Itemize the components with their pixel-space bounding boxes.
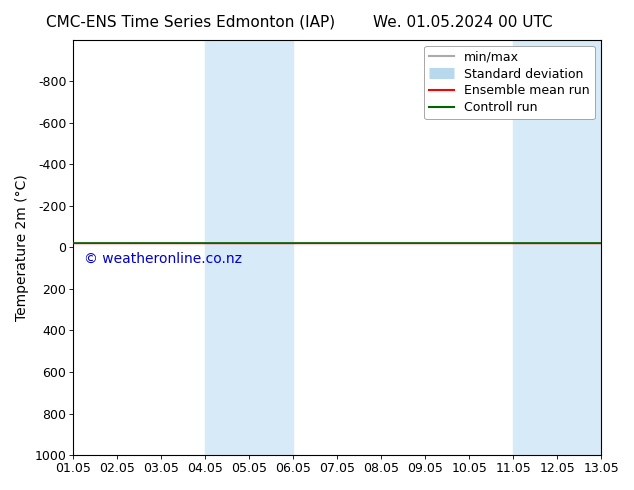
Y-axis label: Temperature 2m (°C): Temperature 2m (°C) xyxy=(15,174,29,320)
Text: We. 01.05.2024 00 UTC: We. 01.05.2024 00 UTC xyxy=(373,15,553,30)
Text: © weatheronline.co.nz: © weatheronline.co.nz xyxy=(84,251,242,266)
Legend: min/max, Standard deviation, Ensemble mean run, Controll run: min/max, Standard deviation, Ensemble me… xyxy=(424,46,595,119)
Bar xyxy=(205,40,294,455)
Text: CMC-ENS Time Series Edmonton (IAP): CMC-ENS Time Series Edmonton (IAP) xyxy=(46,15,335,30)
Bar xyxy=(513,40,601,455)
